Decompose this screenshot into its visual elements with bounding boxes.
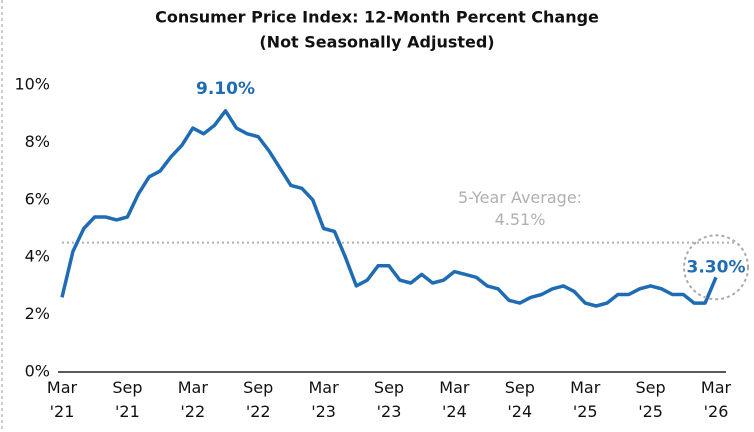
y-tick-label: 10% xyxy=(14,75,50,94)
reference-value: 4.51% xyxy=(495,210,546,229)
y-tick-label: 8% xyxy=(25,132,50,151)
x-tick-label: Mar '26 xyxy=(701,378,732,421)
x-tick-label: Mar '23 xyxy=(309,378,340,421)
data-label: 3.30% xyxy=(687,257,746,277)
x-tick-label: Mar '22 xyxy=(178,378,209,421)
reference-label: 5-Year Average: xyxy=(458,188,582,207)
y-tick-label: 6% xyxy=(25,189,50,208)
x-tick-label: Sep '24 xyxy=(505,378,535,421)
x-tick-label: Sep '23 xyxy=(374,378,404,421)
y-tick-label: 2% xyxy=(25,304,50,323)
highlight-circle xyxy=(683,234,749,301)
x-tick-label: Sep '22 xyxy=(243,378,273,421)
x-tick-label: Mar '24 xyxy=(439,378,470,421)
y-tick-label: 4% xyxy=(25,247,50,266)
chart-subtitle: (Not Seasonally Adjusted) xyxy=(259,33,494,52)
x-tick-label: Mar '21 xyxy=(47,378,78,421)
data-label: 9.10% xyxy=(196,79,255,99)
y-tick-label: 0% xyxy=(25,362,50,381)
x-tick-label: Sep '25 xyxy=(636,378,666,421)
chart-title: Consumer Price Index: 12-Month Percent C… xyxy=(155,8,599,27)
x-tick-label: Sep '21 xyxy=(112,378,142,421)
x-tick-label: Mar '25 xyxy=(570,378,601,421)
series-line xyxy=(60,109,718,308)
